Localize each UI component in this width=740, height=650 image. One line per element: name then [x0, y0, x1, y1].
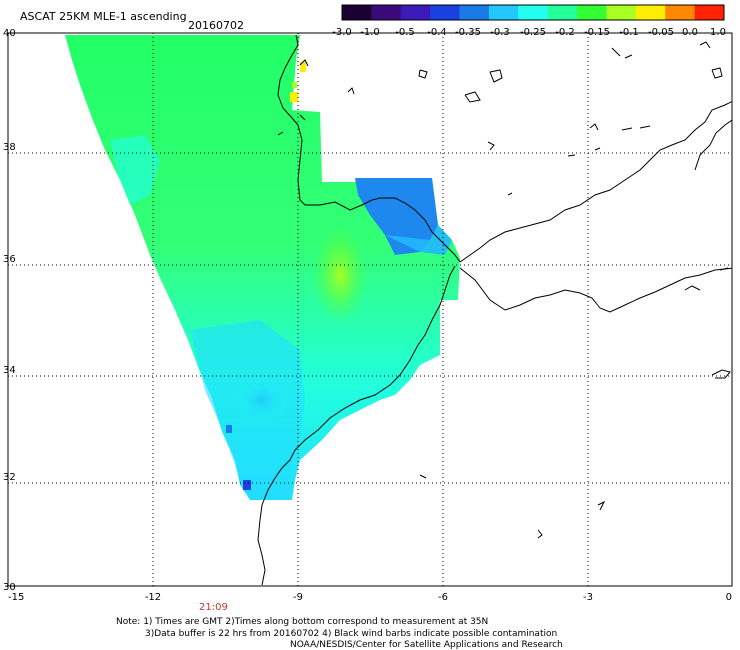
map-date: 20160702 — [188, 19, 244, 32]
colorbar-swatch — [665, 5, 696, 20]
y-tick-label: 32 — [3, 472, 16, 483]
map-title: ASCAT 25KM MLE-1 ascending — [20, 10, 187, 23]
x-tick-label: -15 — [8, 592, 24, 603]
colorbar-swatch — [606, 5, 637, 20]
colorbar-swatch — [694, 5, 725, 20]
colorbar-swatch — [342, 5, 372, 20]
colorbar-swatch — [577, 5, 607, 20]
y-axis: 40 38 36 34 32 30 — [3, 28, 16, 593]
plot-area — [65, 34, 732, 586]
swath-yellowgreen-cell — [292, 82, 297, 88]
note-line-2: 3)Data buffer is 22 hrs from 20160702 4)… — [145, 629, 557, 639]
y-tick-label: 38 — [3, 142, 16, 153]
data-swath — [65, 35, 460, 500]
coastline — [257, 34, 732, 586]
note-line-1: Note: 1) Times are GMT 2)Times along bot… — [116, 617, 488, 627]
swath-green-core — [312, 225, 368, 325]
y-tick-label: 30 — [3, 582, 16, 593]
y-tick-label: 40 — [3, 28, 16, 39]
swath-cyan-patch — [110, 135, 160, 205]
y-tick-label: 34 — [3, 365, 16, 376]
plot-frame — [7, 32, 733, 587]
colorbar-swatch — [430, 5, 461, 20]
colorbar-swatch — [488, 5, 519, 20]
colorbar-swatch — [518, 5, 549, 20]
colorbar-swatch — [400, 5, 431, 20]
swath-blue-patch — [355, 178, 438, 255]
y-tick-label: 36 — [3, 254, 16, 265]
swath-cyan-core — [234, 376, 290, 424]
x-tick-label: -9 — [293, 592, 303, 603]
x-tick-label: -6 — [438, 592, 448, 603]
colorbar-frame — [341, 4, 725, 21]
colorbar-swatch — [459, 5, 490, 20]
x-tick-label: -3 — [583, 592, 593, 603]
gridlines — [8, 33, 732, 586]
swath-blue-cell — [243, 480, 251, 490]
swath-blue-cell — [226, 425, 232, 433]
x-tick-label: 0 — [726, 592, 732, 603]
x-axis: -15 -12 -9 -6 -3 0 — [8, 592, 732, 603]
colorbar-swatch — [547, 5, 578, 20]
swath-yellow-cell — [300, 62, 306, 72]
colorbar-swatch — [635, 5, 666, 20]
swath-blue-edge — [385, 225, 452, 255]
time-label: 21:09 — [199, 602, 228, 613]
note-line-3: NOAA/NESDIS/Center for Satellite Applica… — [290, 640, 563, 650]
colorbar-swatch — [371, 5, 402, 20]
x-tick-label: -12 — [145, 592, 161, 603]
swath-yellow-cell — [290, 92, 298, 102]
